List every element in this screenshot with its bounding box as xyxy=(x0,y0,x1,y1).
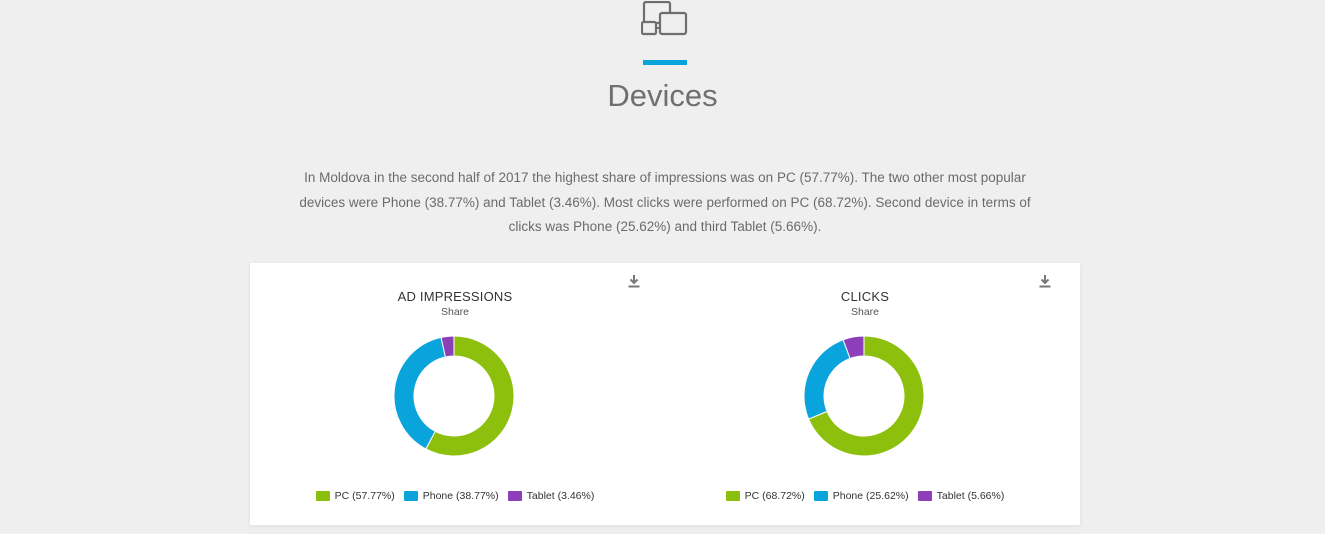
legend-label: Phone (38.77%) xyxy=(422,490,499,502)
legend-label: PC (68.72%) xyxy=(744,490,805,502)
chart-title: CLICKS xyxy=(840,289,890,304)
chart-subtitle: Share xyxy=(440,306,470,318)
legend-swatch xyxy=(403,491,418,501)
chart-legend: PC (57.77%) Phone (38.77%) Tablet (3.46%) xyxy=(250,490,660,502)
chart-legend: PC (68.72%) Phone (25.62%) Tablet (5.66%) xyxy=(660,490,1070,502)
download-icon[interactable] xyxy=(627,274,641,288)
impressions-donut-chart xyxy=(393,335,515,457)
charts-card: AD IMPRESSIONS Share PC (57.77%) Phone (3… xyxy=(250,263,1080,525)
devices-icon xyxy=(641,1,688,36)
legend-item-tablet[interactable]: Tablet (5.66%) xyxy=(917,490,1005,502)
legend-item-tablet[interactable]: Tablet (3.46%) xyxy=(507,490,595,502)
legend-swatch xyxy=(813,491,828,501)
legend-swatch xyxy=(507,491,522,501)
legend-swatch xyxy=(725,491,740,501)
legend-item-pc[interactable]: PC (57.77%) xyxy=(315,490,395,502)
legend-item-pc[interactable]: PC (68.72%) xyxy=(725,490,805,502)
legend-item-phone[interactable]: Phone (38.77%) xyxy=(403,490,499,502)
legend-swatch xyxy=(917,491,932,501)
page-title: Devices xyxy=(607,78,718,113)
donut-slice-phone[interactable] xyxy=(803,339,851,420)
intro-paragraph: In Moldova in the second half of 2017 th… xyxy=(299,170,1031,234)
clicks-donut-chart xyxy=(803,335,925,457)
donut-slice-pc[interactable] xyxy=(425,335,515,457)
legend-item-phone[interactable]: Phone (25.62%) xyxy=(813,490,909,502)
legend-label: Phone (25.62%) xyxy=(832,490,909,502)
title-accent-bar xyxy=(643,60,687,65)
impressions-chart-panel: AD IMPRESSIONS Share PC (57.77%) Phone (3… xyxy=(250,263,660,525)
donut-slice-tablet[interactable] xyxy=(842,335,865,360)
clicks-chart-panel: CLICKS Share PC (68.72%) Phone (25.62%) Ta… xyxy=(660,263,1070,525)
legend-label: PC (57.77%) xyxy=(334,490,395,502)
chart-subtitle: Share xyxy=(850,306,880,318)
donut-slice-tablet[interactable] xyxy=(440,335,455,358)
legend-label: Tablet (3.46%) xyxy=(526,490,595,502)
chart-title: AD IMPRESSIONS xyxy=(397,289,513,304)
legend-label: Tablet (5.66%) xyxy=(936,490,1005,502)
donut-slice-pc[interactable] xyxy=(807,335,925,457)
legend-swatch xyxy=(315,491,330,501)
download-icon[interactable] xyxy=(1038,274,1052,288)
